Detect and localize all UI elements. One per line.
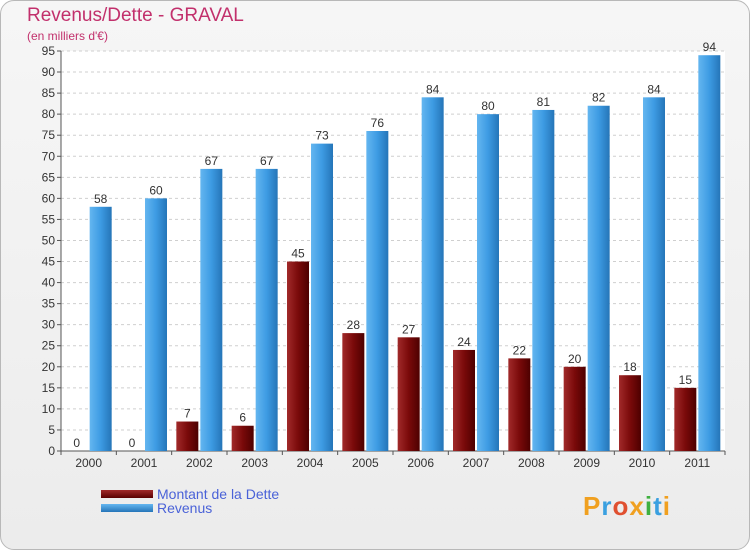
y-tick-label: 85 [42, 86, 56, 100]
x-tick-label: 2000 [75, 456, 102, 470]
logo-letter: x [629, 491, 645, 521]
x-tick-label: 2002 [186, 456, 213, 470]
bar-debt [176, 421, 199, 451]
chart-title: Revenus/Dette - GRAVAL [27, 5, 244, 26]
y-tick-label: 75 [42, 128, 56, 142]
data-label: 81 [537, 95, 551, 109]
data-label: 22 [513, 343, 527, 357]
y-tick-label: 70 [42, 149, 56, 163]
data-label: 45 [291, 247, 305, 261]
y-tick-label: 55 [42, 212, 56, 226]
x-tick-label: 2006 [407, 456, 434, 470]
data-label: 82 [592, 91, 606, 105]
y-tick-label: 10 [42, 402, 56, 416]
proxiti-logo: Proxiti [583, 491, 671, 522]
legend: Montant de la Dette Revenus [101, 486, 280, 516]
chart-subtitle: (en milliers d'€) [27, 29, 108, 43]
data-label: 84 [426, 82, 440, 96]
data-label: 73 [315, 129, 329, 143]
bar-revenue [366, 131, 389, 451]
data-label: 27 [402, 322, 416, 336]
bar-revenue [145, 198, 167, 451]
y-tick-label: 60 [42, 191, 56, 205]
x-tick-label: 2007 [463, 456, 490, 470]
bar-revenue [255, 168, 278, 452]
y-tick-label: 5 [48, 423, 55, 437]
bar-debt [287, 261, 309, 451]
y-tick-label: 95 [42, 44, 56, 58]
data-label: 94 [703, 40, 717, 54]
data-label: 76 [371, 116, 385, 130]
data-label: 6 [239, 411, 246, 425]
bar-debt [231, 425, 254, 451]
legend-item-revenue: Revenus [101, 500, 279, 516]
data-label: 60 [149, 183, 163, 197]
data-label: 7 [184, 407, 191, 421]
y-tick-label: 45 [42, 255, 56, 269]
y-tick-label: 0 [48, 444, 55, 458]
legend-swatch-revenue [101, 504, 153, 512]
logo-letter: o [612, 491, 630, 521]
x-tick-label: 2003 [241, 456, 268, 470]
x-tick-label: 2005 [352, 456, 379, 470]
y-tick-label: 40 [42, 276, 56, 290]
data-label: 0 [73, 436, 80, 450]
logo-letter: t [653, 491, 663, 521]
bar-debt [342, 333, 365, 451]
y-tick-label: 90 [42, 65, 56, 79]
x-tick-label: 2009 [573, 456, 600, 470]
data-label: 0 [129, 436, 136, 450]
plot-area [61, 51, 725, 451]
y-tick-label: 25 [42, 339, 56, 353]
data-label: 24 [457, 335, 471, 349]
bar-debt [453, 349, 475, 451]
y-tick-label: 15 [42, 381, 56, 395]
data-label: 80 [481, 99, 495, 113]
data-label: 20 [568, 352, 582, 366]
x-tick-label: 2010 [629, 456, 656, 470]
bar-revenue [477, 114, 499, 451]
bar-revenue [421, 97, 444, 451]
bar-revenue [532, 109, 555, 452]
logo-letter: i [644, 491, 654, 521]
legend-swatch-debt [101, 490, 153, 498]
bar-debt [674, 387, 697, 451]
x-tick-label: 2001 [131, 456, 158, 470]
bar-revenue [311, 143, 333, 451]
bar-debt [563, 366, 586, 451]
data-label: 15 [679, 373, 693, 387]
y-tick-label: 20 [42, 360, 56, 374]
bar-debt [508, 358, 531, 451]
bar-revenue [89, 206, 112, 451]
legend-label-revenue: Revenus [157, 500, 213, 516]
x-tick-label: 2011 [684, 456, 710, 470]
legend-label-debt: Montant de la Dette [157, 486, 280, 502]
bar-debt [397, 337, 420, 451]
y-tick-label: 35 [42, 297, 56, 311]
y-tick-label: 30 [42, 318, 56, 332]
bar-revenue [200, 168, 223, 452]
logo-letter: i [662, 491, 671, 521]
data-label: 67 [205, 154, 219, 168]
bar-revenue [698, 55, 721, 452]
y-tick-label: 65 [42, 170, 56, 184]
data-label: 28 [347, 318, 361, 332]
logo-letter: r [601, 491, 613, 521]
y-tick-label: 80 [42, 107, 56, 121]
bar-revenue [587, 105, 610, 451]
bar-revenue [643, 97, 665, 451]
data-label: 67 [260, 154, 274, 168]
y-tick-label: 50 [42, 233, 56, 247]
data-label: 84 [647, 82, 661, 96]
x-tick-label: 2004 [297, 456, 324, 470]
data-label: 18 [623, 360, 637, 374]
legend-item-debt: Montant de la Dette [101, 486, 280, 502]
data-label: 58 [94, 192, 108, 206]
x-tick-label: 2008 [518, 456, 545, 470]
logo-letter: P [583, 491, 602, 521]
bar-debt [619, 375, 641, 451]
